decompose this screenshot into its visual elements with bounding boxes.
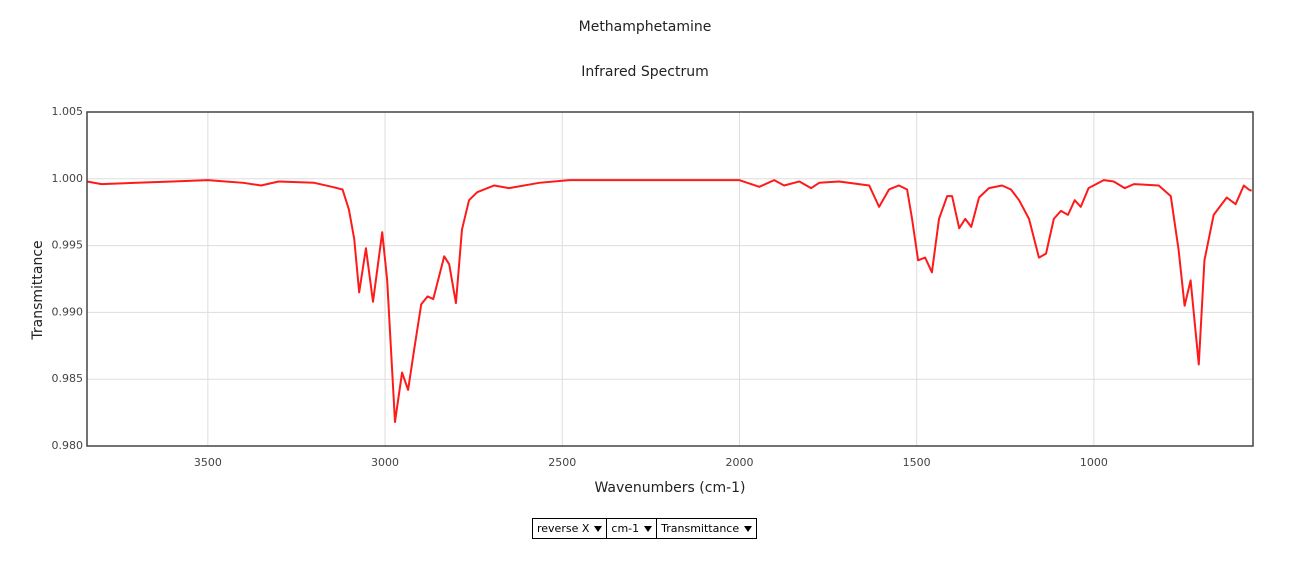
chart-subtitle: Infrared Spectrum [581, 64, 709, 80]
x-tick-label: 3500 [194, 456, 222, 469]
select-label: cm-1 [611, 522, 640, 535]
x-tick-label: 2500 [548, 456, 576, 469]
reverse-x-select[interactable]: reverse X [532, 518, 608, 539]
x-tick-label: 1500 [903, 456, 931, 469]
select-label: reverse X [537, 522, 590, 535]
y-tick-label: 1.005 [52, 105, 84, 118]
x-tick-label: 1000 [1080, 456, 1108, 469]
chart-title: Methamphetamine [579, 19, 712, 35]
y-axis-label: Transmittance [30, 240, 46, 340]
dropdown-arrow [644, 525, 653, 532]
x-tick-label: 2000 [725, 456, 753, 469]
x-axis-label: Wavenumbers (cm-1) [594, 480, 745, 496]
y-tick-label: 1.000 [52, 172, 84, 185]
select-label: Transmittance [661, 522, 740, 535]
controls: reverse X cm-1 Transmittance [532, 518, 758, 539]
spectrum-line [86, 179, 1253, 423]
y-tick-label: 0.990 [52, 305, 84, 318]
x-tick-label: 3000 [371, 456, 399, 469]
chart: Methamphetamine Infrared Spectrum Wavenu… [30, 19, 1254, 496]
unit-select[interactable]: cm-1 [606, 518, 658, 539]
dropdown-arrow [744, 525, 753, 532]
plot-frame [86, 111, 1254, 447]
y-tick-label: 0.980 [52, 439, 84, 452]
y-tick-label: 0.985 [52, 372, 84, 385]
mode-select[interactable]: Transmittance [656, 518, 758, 539]
y-tick-label: 0.995 [52, 239, 84, 252]
dropdown-arrow [594, 525, 603, 532]
